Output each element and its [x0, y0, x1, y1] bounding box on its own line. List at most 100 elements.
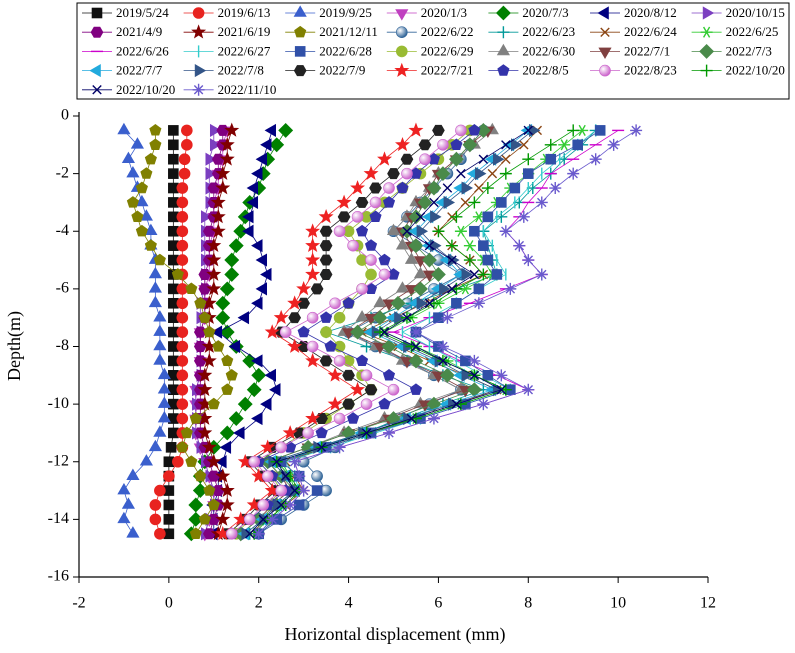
data-point [438, 356, 448, 366]
data-point [207, 470, 221, 482]
data-point [461, 267, 473, 282]
x-tick-label: 0 [165, 595, 173, 612]
data-point [297, 297, 310, 309]
data-point [126, 166, 140, 178]
data-point [176, 355, 189, 367]
legend-marker [495, 5, 511, 21]
data-point [154, 527, 166, 540]
legend-marker [194, 64, 207, 78]
data-point [493, 152, 505, 166]
data-point [117, 511, 131, 524]
data-point [429, 197, 439, 208]
data-point [188, 497, 204, 513]
data-point [387, 383, 400, 396]
data-point [117, 122, 131, 135]
data-point [522, 254, 535, 267]
data-point [306, 340, 319, 353]
data-point [260, 138, 272, 152]
data-point [209, 138, 222, 152]
data-point [163, 514, 175, 525]
data-point [168, 139, 179, 151]
data-point [264, 123, 276, 137]
data-point [310, 283, 324, 295]
data-point [417, 195, 433, 210]
data-point [197, 425, 213, 440]
data-point [275, 441, 287, 454]
data-point [450, 138, 463, 150]
legend-label: 2022/8/23 [624, 63, 677, 78]
data-point [149, 138, 162, 150]
data-point [144, 239, 157, 251]
data-point [210, 194, 226, 209]
data-point [416, 296, 429, 310]
legend-label: 2022/8/5 [522, 63, 568, 78]
data-point [153, 253, 166, 266]
data-point [221, 354, 234, 367]
data-point [130, 137, 144, 149]
data-point [176, 196, 189, 209]
data-point [276, 500, 286, 510]
data-point [408, 238, 424, 254]
legend-label: 2022/7/3 [726, 43, 772, 58]
data-point [126, 468, 140, 480]
data-point [210, 325, 223, 339]
data-point [409, 383, 423, 395]
data-point [219, 281, 235, 297]
data-point [373, 295, 387, 308]
y-axis-title: Depth(m) [4, 311, 25, 381]
data-point [439, 367, 455, 383]
data-point [176, 383, 189, 396]
data-point [306, 311, 319, 324]
data-point [201, 353, 217, 368]
data-point [131, 210, 144, 222]
data-point [135, 181, 148, 194]
data-point [219, 136, 235, 152]
data-point [463, 254, 476, 267]
legend-entry: 2022/6/23 [488, 24, 575, 39]
data-point [472, 297, 485, 310]
data-point [176, 398, 189, 410]
data-point [153, 353, 167, 365]
data-point [251, 239, 263, 253]
data-point [248, 455, 261, 468]
data-point [360, 398, 373, 410]
data-point [311, 485, 323, 496]
legend-entry: 2022/6/24 [590, 24, 677, 39]
data-point [215, 455, 227, 469]
data-point [233, 223, 249, 239]
data-point [251, 296, 263, 310]
data-point [264, 324, 280, 339]
data-point [168, 168, 179, 179]
data-point [297, 325, 310, 338]
data-point [450, 210, 463, 223]
data-point [478, 154, 489, 164]
data-point [149, 499, 162, 511]
y-tick-label: -2 [56, 164, 69, 181]
data-point [461, 181, 473, 195]
legend-label: 2020/7/3 [522, 5, 568, 20]
data-point [435, 166, 451, 182]
data-point [499, 225, 512, 238]
data-point [193, 340, 207, 353]
legend-label: 2022/6/25 [726, 24, 779, 39]
data-point [180, 426, 193, 439]
data-point [203, 325, 216, 338]
legend-entry: 2020/7/3 [488, 5, 569, 21]
y-tick-label: -14 [48, 510, 69, 527]
data-point [549, 182, 562, 195]
data-point [439, 282, 451, 296]
data-point [153, 324, 167, 336]
data-point [316, 442, 327, 453]
legend-label: 2020/10/15 [726, 5, 785, 20]
legend-label: 2022/6/26 [116, 43, 169, 58]
data-point [176, 340, 189, 353]
data-point [386, 223, 401, 236]
data-point [369, 182, 382, 194]
data-point [319, 254, 333, 266]
data-point [350, 324, 365, 340]
data-point [206, 252, 222, 267]
data-point [225, 368, 238, 381]
data-point [282, 425, 298, 440]
y-tick-label: 0 [61, 107, 69, 124]
data-point [504, 282, 517, 295]
